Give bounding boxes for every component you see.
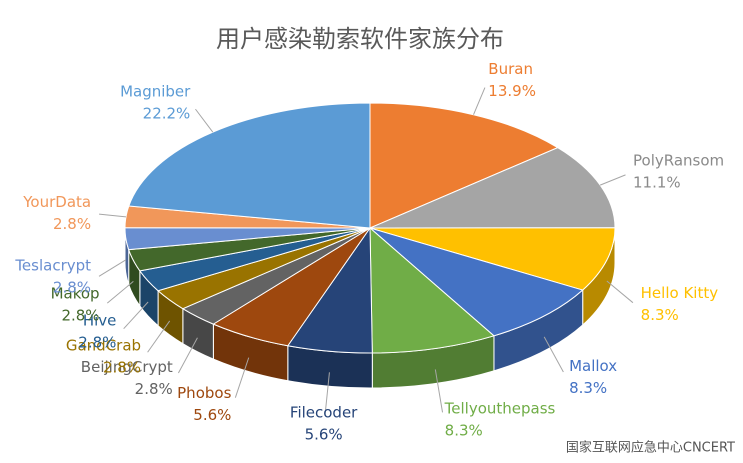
leader-line xyxy=(123,301,149,330)
data-label-value: 2.8% xyxy=(103,358,141,376)
data-label-value: 2.8% xyxy=(78,334,116,352)
data-label-name: PolyRansom xyxy=(633,152,724,170)
data-label-value: 5.6% xyxy=(193,406,231,424)
data-label-value: 5.6% xyxy=(305,425,343,443)
leader-line xyxy=(434,369,444,413)
data-label-name: Makop xyxy=(51,285,100,303)
pie-slice xyxy=(369,227,616,291)
pie-slice xyxy=(369,102,559,229)
leader-line xyxy=(599,174,626,186)
pie-slice xyxy=(369,226,495,354)
data-label-value: 2.8% xyxy=(61,307,99,325)
data-label-value: 13.9% xyxy=(488,82,536,100)
pie-slice xyxy=(369,227,584,337)
data-label-name: Filecoder xyxy=(290,403,358,421)
leader-line xyxy=(324,372,330,416)
data-label-name: Teslacrypt xyxy=(14,257,91,275)
data-label-value: 22.2% xyxy=(143,104,191,122)
leader-line xyxy=(234,357,250,398)
data-label-value: 8.3% xyxy=(641,306,679,324)
data-label-name: Magniber xyxy=(120,82,191,100)
leader-line xyxy=(98,259,127,277)
data-label-name: GandCrab xyxy=(66,336,141,354)
data-label-name: Hello Kitty xyxy=(641,284,719,302)
leader-line xyxy=(99,213,127,218)
data-label-value: 11.1% xyxy=(633,174,681,192)
data-label-value: 8.3% xyxy=(445,422,483,440)
leader-line xyxy=(473,87,486,115)
leader-line xyxy=(543,336,564,373)
data-label-name: Tellyouthepass xyxy=(444,400,556,418)
watermark: 国家互联网应急中心CNCERT xyxy=(566,440,735,456)
leader-line xyxy=(195,108,214,133)
data-label-name: YourData xyxy=(22,193,91,211)
data-label-name: Phobos xyxy=(177,384,231,402)
data-label-value: 8.3% xyxy=(569,379,607,397)
leader-line xyxy=(177,337,198,374)
pie-slice xyxy=(369,147,616,229)
data-label-value: 2.8% xyxy=(53,279,91,297)
chart-title: 用户感染勒索软件家族分布 xyxy=(216,25,504,53)
data-label-name: BeijingCrypt xyxy=(81,358,173,376)
data-label-name: Buran xyxy=(488,60,533,78)
leader-line xyxy=(106,281,134,304)
leader-line xyxy=(147,320,171,353)
pie-slice xyxy=(128,102,371,229)
data-label-value: 2.8% xyxy=(53,215,91,233)
data-label-value: 2.8% xyxy=(135,380,173,398)
data-label-name: Hive xyxy=(83,312,117,330)
data-label-name: Mallox xyxy=(569,357,617,375)
leader-line xyxy=(606,280,634,304)
